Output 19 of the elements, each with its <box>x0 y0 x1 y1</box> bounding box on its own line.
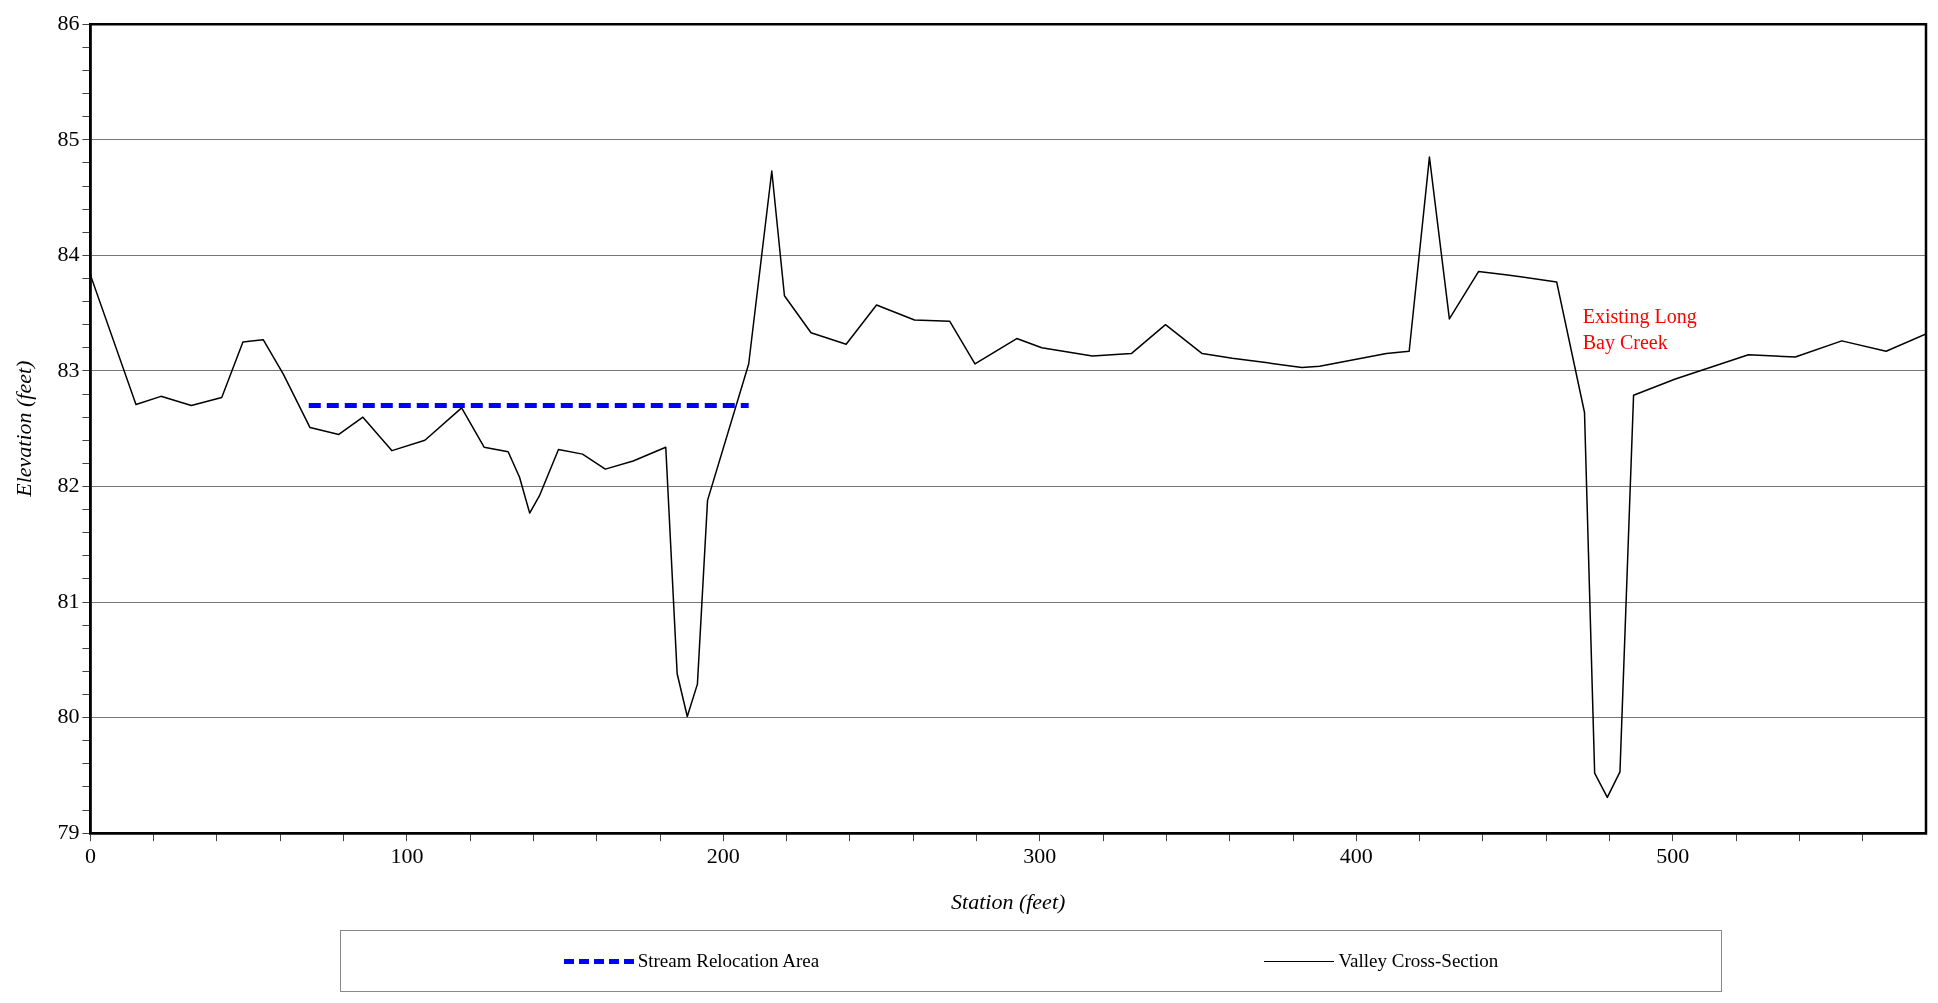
legend-label: Stream Relocation Area <box>637 950 820 972</box>
y-tick-label: 83 <box>57 356 80 382</box>
y-axis-title: Elevation (feet) <box>10 360 36 498</box>
x-tick-label: 400 <box>1339 843 1373 869</box>
x-tick-label: 100 <box>390 843 424 869</box>
y-tick-label: 81 <box>57 587 80 613</box>
y-tick-label: 85 <box>57 125 80 151</box>
y-tick-label: 84 <box>57 241 80 267</box>
x-tick-label: 500 <box>1656 843 1690 869</box>
y-tick-label: 80 <box>57 703 80 729</box>
y-tick-label: 82 <box>57 472 80 498</box>
annotation: Existing Long Bay Creek <box>1582 305 1697 355</box>
x-tick-label: 300 <box>1023 843 1057 869</box>
x-tick-label: 0 <box>84 843 96 869</box>
x-tick-label: 200 <box>706 843 740 869</box>
x-axis-title: Station (feet) <box>951 888 1066 914</box>
y-tick-label: 79 <box>57 818 80 844</box>
y-tick-label: 86 <box>57 9 80 35</box>
legend-label: Valley Cross-Section <box>1338 950 1499 972</box>
